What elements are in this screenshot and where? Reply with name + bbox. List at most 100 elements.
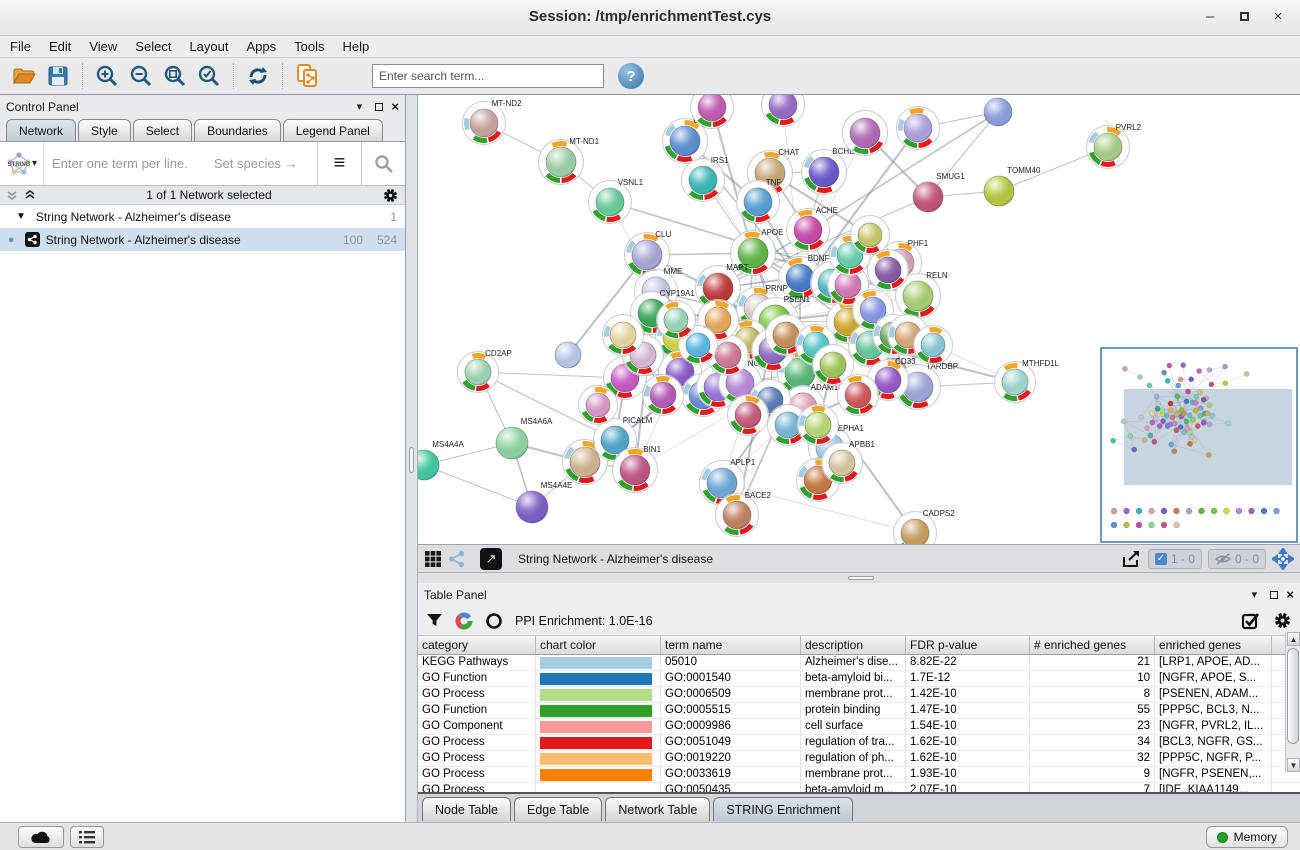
select-rows-button[interactable] [1241, 611, 1261, 631]
table-row[interactable]: GO Component GO:0009986 cell surface 1.54E-… [418, 719, 1300, 735]
network-node[interactable] [697, 299, 739, 341]
network-node[interactable] [602, 314, 644, 356]
refresh-button[interactable] [242, 61, 274, 91]
tab-legend-panel[interactable]: Legend Panel [282, 119, 383, 141]
table-row[interactable]: GO Process GO:0006509 membrane prot... 1.42… [418, 687, 1300, 703]
network-node[interactable] [812, 344, 854, 386]
task-history-button[interactable] [70, 826, 104, 848]
network-node[interactable] [867, 249, 909, 291]
horizontal-splitter-grip[interactable] [848, 576, 874, 580]
table-row[interactable]: GO Process GO:0051049 regulation of tra...… [418, 735, 1300, 751]
menu-item-tools[interactable]: Tools [294, 39, 325, 54]
column-header-enriched-genes[interactable]: # enriched genes [1030, 636, 1155, 654]
network-node-BDNF[interactable]: BDNF [778, 254, 830, 300]
network-node-MS4A4A[interactable]: MS4A4A [418, 440, 464, 481]
column-header-term-name[interactable]: term name [661, 636, 801, 654]
network-node[interactable] [578, 385, 618, 425]
network-node-TARDBP[interactable]: TARDBP [895, 362, 959, 410]
tab-string-enrichment[interactable]: STRING Enrichment [713, 797, 854, 821]
network-options-gear-icon[interactable] [382, 187, 399, 204]
network-node[interactable] [797, 404, 839, 446]
welcome-screen-button[interactable] [18, 826, 64, 848]
menu-item-apps[interactable]: Apps [246, 39, 277, 54]
filter-button[interactable] [426, 613, 443, 629]
tree-expander-icon[interactable]: ▼ [16, 211, 26, 222]
column-header-enriched-genes[interactable]: enriched genes [1155, 636, 1272, 654]
maximize-button[interactable] [1232, 6, 1256, 30]
table-row[interactable]: GO Process GO:0033619 membrane prot... 1.93… [418, 767, 1300, 783]
table-panel-close-button[interactable]: × [1286, 587, 1294, 602]
network-node[interactable] [727, 394, 769, 436]
network-node-VSNL1[interactable]: VSNL1 [588, 178, 644, 224]
table-row[interactable]: GO Function GO:0001540 beta-amyloid bi... 1… [418, 671, 1300, 687]
network-node[interactable] [765, 314, 807, 356]
string-query-input[interactable]: Enter one term per line. Set species → [44, 142, 317, 185]
network-node-APBB1[interactable]: APBB1 [821, 440, 876, 484]
zoom-fit-button[interactable] [159, 61, 191, 91]
network-node-MS4A4E[interactable]: MS4A4E [515, 481, 572, 524]
column-header-category[interactable]: category [418, 636, 536, 654]
network-collection-row[interactable]: ▼ String Network - Alzheimer's disease 1 [0, 205, 405, 228]
network-row[interactable]: ● String Network - Alzheimer's disease 1… [0, 228, 405, 251]
birdseye-view[interactable] [1100, 347, 1298, 543]
clone-network-button[interactable] [291, 61, 323, 91]
close-button[interactable]: × [1273, 8, 1283, 25]
collapse-all-icon[interactable] [6, 189, 18, 201]
menu-item-view[interactable]: View [89, 39, 118, 54]
menu-item-edit[interactable]: Edit [48, 39, 72, 54]
menu-item-select[interactable]: Select [135, 39, 172, 54]
network-node-TOMM40[interactable]: TOMM40 [983, 166, 1041, 207]
panel-close-button[interactable]: × [391, 99, 399, 114]
horizontal-splitter[interactable] [418, 573, 1300, 583]
menu-item-layout[interactable]: Layout [189, 39, 229, 54]
network-node-TNF[interactable]: TNF [736, 178, 782, 224]
vertical-splitter[interactable] [406, 95, 418, 822]
table-row[interactable]: GO Process GO:0050435 beta-amyloid m... 2.0… [418, 783, 1300, 795]
network-node[interactable] [761, 95, 805, 127]
network-node[interactable] [837, 374, 879, 416]
panel-menu-caret-icon[interactable]: ▾ [356, 101, 363, 113]
network-node[interactable] [678, 325, 718, 365]
network-node-BACE2[interactable]: BACE2 [715, 491, 772, 537]
minimize-button[interactable]: – [1205, 8, 1215, 25]
network-node[interactable] [690, 95, 734, 129]
tab-node-table[interactable]: Node Table [422, 797, 512, 821]
table-row[interactable]: GO Function GO:0005515 protein binding 1.47… [418, 703, 1300, 719]
column-header-description[interactable]: description [801, 636, 906, 654]
network-node-MTHFD1L[interactable]: MTHFD1L [994, 359, 1060, 403]
table-row[interactable]: KEGG Pathways 05010 Alzheimer's dise... 8.8… [418, 655, 1300, 671]
network-node[interactable] [852, 289, 894, 331]
network-node-CADPS2[interactable]: CADPS2 [893, 509, 956, 545]
enrichment-chart-button[interactable] [455, 612, 473, 630]
tab-edge-table[interactable]: Edge Table [514, 797, 603, 821]
zoom-out-button[interactable] [125, 61, 157, 91]
network-node-MS4A6A[interactable]: MS4A6A [495, 417, 553, 460]
menu-item-file[interactable]: File [10, 39, 31, 54]
network-node-ACHE[interactable]: ACHE [786, 206, 838, 252]
network-node[interactable] [642, 374, 684, 416]
network-node-MT-ND2[interactable]: MT-ND2 [462, 99, 523, 145]
ring-chart-button[interactable] [485, 612, 503, 630]
tab-boundaries[interactable]: Boundaries [194, 119, 281, 141]
panel-float-button[interactable] [375, 102, 384, 111]
help-button[interactable]: ? [618, 63, 644, 89]
zoom-in-button[interactable] [91, 61, 123, 91]
export-network-button[interactable] [1120, 549, 1142, 569]
view-grid-button[interactable] [424, 550, 442, 568]
network-node[interactable] [554, 341, 582, 369]
table-row[interactable]: GO Process GO:0019220 regulation of ph... 1… [418, 751, 1300, 767]
vertical-splitter-grip[interactable] [409, 447, 414, 473]
network-node-RELN[interactable]: RELN [895, 271, 948, 319]
network-node[interactable] [850, 215, 890, 255]
expand-all-icon[interactable] [24, 189, 36, 201]
zoom-selected-button[interactable] [193, 61, 225, 91]
tab-select[interactable]: Select [132, 119, 193, 141]
network-node-BIN1[interactable]: BIN1 [612, 445, 662, 493]
tab-style[interactable]: Style [78, 119, 131, 141]
table-panel-float-button[interactable] [1270, 590, 1279, 599]
network-node[interactable] [896, 106, 940, 150]
table-vertical-scrollbar[interactable]: ▲ ▼ [1285, 632, 1300, 772]
string-protein-query-button[interactable]: STRING ▾ [0, 142, 44, 185]
network-node[interactable] [656, 300, 696, 340]
query-search-button[interactable] [361, 142, 405, 185]
